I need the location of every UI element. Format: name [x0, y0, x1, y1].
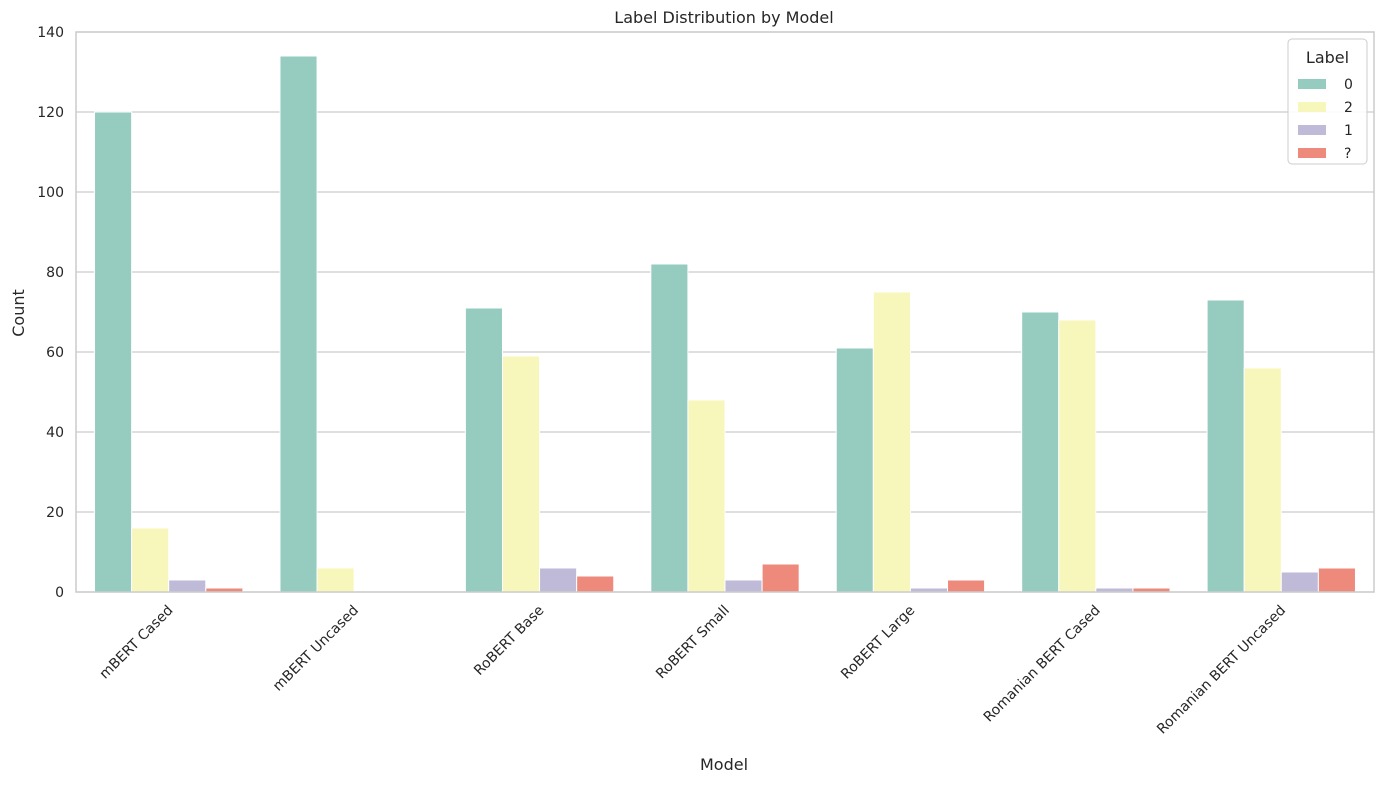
legend-entry-label: ? [1344, 146, 1351, 162]
legend-entry-label: 2 [1344, 100, 1353, 116]
bar-q-3 [761, 563, 800, 593]
plot-border [75, 31, 1375, 593]
legend-title: Label [1306, 48, 1349, 67]
x-tick-label: RoBERT Large [838, 603, 918, 683]
x-tick-label: mBERT Cased [97, 603, 177, 683]
legend-swatch [1298, 102, 1326, 112]
bar-q-2 [576, 575, 615, 593]
bar-2-0 [131, 527, 170, 593]
y-tick-label: 120 [37, 105, 64, 121]
x-tick-label: RoBERT Small [653, 603, 733, 683]
x-axis-label: Model [700, 755, 748, 774]
y-tick-label: 100 [37, 185, 64, 201]
bar-2-2 [501, 355, 541, 593]
legend-entry-label: 1 [1344, 123, 1353, 139]
y-axis-label: Count [9, 289, 28, 337]
bars [94, 55, 1356, 593]
plot-frame [75, 31, 1375, 593]
y-tick-label: 140 [37, 25, 64, 41]
y-tick-label: 0 [55, 585, 64, 601]
bar-1-6 [1280, 571, 1319, 593]
bar-1-3 [724, 579, 763, 593]
y-tick-label: 60 [46, 345, 64, 361]
bar-2-4 [872, 291, 911, 593]
legend: Label 0 2 1? [1287, 38, 1368, 165]
y-tick-label: 20 [46, 505, 64, 521]
y-tick-label: 40 [46, 425, 64, 441]
bar-0-3 [650, 263, 689, 593]
bar-0-2 [464, 307, 503, 593]
bar-0-4 [835, 347, 874, 593]
bar-1-0 [168, 579, 207, 593]
x-tick-label: Romanian BERT Cased [981, 603, 1104, 726]
legend-entry-label: 0 [1344, 77, 1353, 93]
bar-q-6 [1317, 567, 1356, 593]
bar-2-3 [687, 399, 726, 593]
legend-swatch [1298, 148, 1326, 158]
x-ticks: mBERT Cased mBERT Uncased RoBERT Base RoBER… [97, 603, 1289, 738]
chart-title: Label Distribution by Model [614, 8, 833, 27]
bar-q-4 [947, 579, 986, 593]
bar-0-5 [1021, 311, 1060, 593]
bar-2-6 [1243, 367, 1282, 593]
y-tick-label: 80 [46, 265, 64, 281]
bar-0-0 [94, 111, 133, 593]
x-tick-label: Romanian BERT Uncased [1154, 603, 1289, 738]
bar-2-1 [316, 567, 355, 593]
bar-1-2 [539, 567, 578, 593]
legend-swatch [1298, 79, 1326, 89]
x-tick-label: mBERT Uncased [270, 603, 362, 695]
bar-0-6 [1206, 299, 1245, 593]
legend-swatch [1298, 125, 1326, 135]
y-ticks: 0 20 40 60 80 100 120 140 [37, 25, 64, 601]
bar-0-1 [279, 55, 318, 593]
x-tick-label: RoBERT Base [471, 603, 547, 679]
bar-2-5 [1058, 319, 1097, 593]
